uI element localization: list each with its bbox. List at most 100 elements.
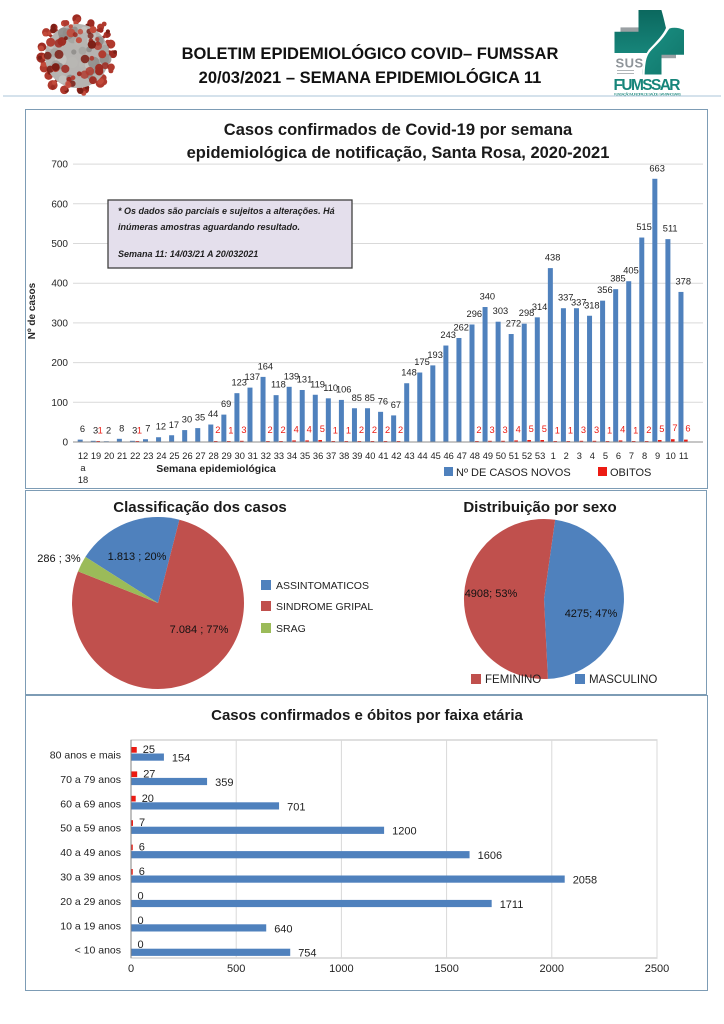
svg-text:Distribuição por sexo: Distribuição por sexo: [463, 499, 616, 516]
svg-text:1711: 1711: [500, 899, 524, 911]
svg-text:67: 67: [391, 400, 401, 410]
svg-text:53: 53: [535, 451, 545, 461]
svg-text:39: 39: [352, 451, 362, 461]
svg-text:754: 754: [298, 948, 316, 960]
svg-text:314: 314: [532, 302, 548, 312]
svg-text:2000: 2000: [540, 963, 564, 975]
svg-text:36: 36: [313, 451, 323, 461]
svg-text:8: 8: [119, 423, 124, 433]
svg-text:359: 359: [215, 777, 233, 789]
svg-text:SINDROME GRIPAL: SINDROME GRIPAL: [276, 601, 373, 613]
svg-text:123: 123: [231, 378, 247, 388]
svg-text:5: 5: [603, 451, 608, 461]
svg-text:18: 18: [78, 475, 88, 485]
svg-text:300: 300: [51, 318, 68, 329]
svg-text:25: 25: [143, 744, 155, 756]
svg-text:298: 298: [519, 308, 535, 318]
svg-text:110: 110: [323, 383, 338, 393]
svg-text:44: 44: [417, 451, 427, 461]
svg-text:6: 6: [616, 451, 621, 461]
svg-text:ASSINTOMATICOS: ASSINTOMATICOS: [276, 580, 369, 592]
svg-text:0: 0: [62, 438, 68, 449]
svg-text:a: a: [80, 463, 86, 473]
svg-text:23: 23: [143, 451, 153, 461]
svg-text:663: 663: [649, 163, 665, 173]
svg-text:28: 28: [208, 451, 218, 461]
svg-text:511: 511: [663, 224, 678, 234]
svg-text:1: 1: [228, 426, 233, 436]
svg-text:70 a 79 anos: 70 a 79 anos: [60, 774, 121, 786]
svg-text:33: 33: [274, 451, 284, 461]
svg-text:32: 32: [261, 451, 271, 461]
svg-text:100: 100: [51, 398, 68, 409]
svg-text:42: 42: [391, 451, 401, 461]
svg-text:154: 154: [172, 753, 190, 765]
svg-text:52: 52: [522, 451, 532, 461]
svg-text:38: 38: [339, 451, 349, 461]
svg-text:2: 2: [106, 426, 111, 436]
svg-text:515: 515: [636, 222, 652, 232]
svg-text:29: 29: [221, 451, 231, 461]
svg-text:19: 19: [91, 451, 101, 461]
svg-text:21: 21: [117, 451, 127, 461]
svg-text:3: 3: [503, 425, 508, 435]
svg-text:3: 3: [577, 451, 582, 461]
svg-text:3: 3: [594, 425, 599, 435]
svg-text:600: 600: [51, 199, 68, 210]
svg-text:11: 11: [679, 451, 689, 461]
svg-text:2: 2: [281, 425, 286, 435]
svg-text:60 a 69 anos: 60 a 69 anos: [60, 798, 121, 810]
svg-text:76: 76: [378, 396, 388, 406]
svg-text:286 ; 3%: 286 ; 3%: [37, 553, 81, 565]
svg-text:0: 0: [138, 915, 144, 927]
svg-text:0: 0: [138, 939, 144, 951]
svg-text:318: 318: [584, 300, 600, 310]
svg-text:438: 438: [545, 253, 561, 263]
svg-text:337: 337: [571, 298, 587, 308]
svg-text:7.084 ; 77%: 7.084 ; 77%: [170, 624, 229, 636]
svg-text:7: 7: [145, 424, 150, 434]
svg-text:5: 5: [529, 424, 534, 434]
svg-text:17: 17: [169, 420, 179, 430]
svg-text:118: 118: [271, 380, 286, 390]
svg-text:12: 12: [78, 451, 88, 461]
svg-text:137: 137: [245, 372, 261, 382]
svg-text:700: 700: [51, 160, 68, 171]
svg-text:46: 46: [444, 451, 454, 461]
svg-text:1606: 1606: [478, 850, 502, 862]
svg-text:* Os dados são parciais e suje: * Os dados são parciais e sujeitos a alt…: [118, 206, 335, 216]
svg-text:5: 5: [542, 424, 547, 434]
svg-text:85: 85: [365, 393, 375, 403]
svg-text:0: 0: [138, 890, 144, 902]
svg-text:340: 340: [480, 292, 496, 302]
svg-text:50: 50: [496, 451, 506, 461]
svg-text:1: 1: [551, 451, 556, 461]
svg-text:OBITOS: OBITOS: [610, 467, 651, 479]
svg-text:1500: 1500: [434, 963, 458, 975]
svg-text:4: 4: [590, 451, 595, 461]
svg-text:106: 106: [336, 384, 352, 394]
svg-text:1.813 ; 20%: 1.813 ; 20%: [108, 551, 167, 563]
svg-text:119: 119: [310, 379, 325, 389]
svg-text:6: 6: [80, 424, 85, 434]
svg-text:385: 385: [610, 274, 626, 284]
svg-text:49: 49: [483, 451, 493, 461]
svg-text:35: 35: [300, 451, 310, 461]
svg-text:85: 85: [352, 393, 362, 403]
svg-text:41: 41: [378, 451, 388, 461]
svg-text:SRAG: SRAG: [276, 623, 306, 635]
svg-text:Semana 11: 14/03/21 A 20/03202: Semana 11: 14/03/21 A 20/032021: [118, 249, 258, 259]
svg-text:45: 45: [430, 451, 440, 461]
svg-text:5: 5: [320, 424, 325, 434]
svg-text:2: 2: [476, 425, 481, 435]
svg-text:6: 6: [139, 842, 145, 854]
svg-text:24: 24: [156, 451, 166, 461]
svg-text:378: 378: [676, 276, 692, 286]
svg-text:6: 6: [139, 866, 145, 878]
svg-text:4275; 47%: 4275; 47%: [565, 608, 618, 620]
svg-text:7: 7: [139, 817, 145, 829]
svg-text:FEMININO: FEMININO: [485, 674, 541, 686]
svg-text:1000: 1000: [329, 963, 353, 975]
svg-text:Casos confirmados e óbitos po: Casos confirmados e óbitos por faixa etá…: [211, 707, 523, 724]
svg-text:inúmeras amostras aguardando r: inúmeras amostras aguardando resultado.: [118, 222, 300, 232]
